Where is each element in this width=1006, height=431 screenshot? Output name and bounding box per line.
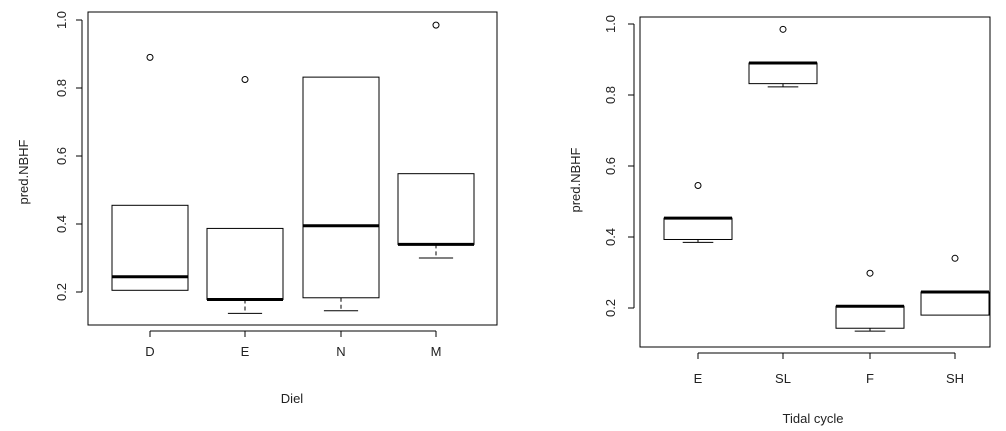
tidal-boxes <box>663 25 990 332</box>
diel-boxes <box>111 21 475 314</box>
diel-y-tick-label: 0.8 <box>54 79 69 97</box>
diel-box-m <box>397 21 475 259</box>
tidal-x-axis-title: Tidal cycle <box>783 411 844 426</box>
diel-y-axis: 0.2 0.4 0.6 0.8 1.0 <box>54 11 83 301</box>
diel-box-d <box>111 53 189 291</box>
diel-outlier-point <box>146 53 154 61</box>
tidal-y-axis-title: pred.NBHF <box>568 147 583 212</box>
tidal-y-axis: 0.2 0.4 0.6 0.8 1.0 <box>603 15 635 317</box>
diel-outlier-point <box>432 21 440 29</box>
tidal-y-tick-label: 0.4 <box>603 228 618 246</box>
diel-y-tick-label: 1.0 <box>54 11 69 29</box>
tidal-x-axis: E SL F SH <box>694 352 964 386</box>
diel-x-tick-label: N <box>336 344 345 359</box>
tidal-y-tick-label: 1.0 <box>603 15 618 33</box>
diel-x-tick-label: E <box>241 344 250 359</box>
tidal-y-tick-label: 0.6 <box>603 157 618 175</box>
tidal-y-tick-label: 0.8 <box>603 86 618 104</box>
diel-y-tick-label: 0.2 <box>54 283 69 301</box>
tidal-cycle-boxplot: 0.2 0.4 0.6 0.8 1.0 E SL F SH Tidal cycle pred.… <box>568 15 991 426</box>
diel-y-tick-label: 0.6 <box>54 147 69 165</box>
tidal-outlier-point <box>951 254 959 262</box>
tidal-box-f <box>835 269 905 332</box>
tidal-box-sl <box>748 25 818 88</box>
diel-outlier-point <box>241 76 249 83</box>
tidal-plot-frame <box>639 16 991 348</box>
diel-box-body <box>111 204 189 291</box>
tidal-box-e <box>663 182 733 243</box>
diel-box-n <box>302 76 380 312</box>
tidal-box-sh <box>920 254 990 316</box>
diel-x-axis-title: Diel <box>281 391 304 406</box>
tidal-x-tick-label: SH <box>946 371 964 386</box>
diel-y-tick-label: 0.4 <box>54 215 69 233</box>
diel-plot-frame <box>87 11 498 326</box>
tidal-outlier-point <box>866 269 874 277</box>
diel-x-tick-label: M <box>431 344 442 359</box>
tidal-outlier-point <box>779 25 787 33</box>
diel-box-e <box>206 76 284 314</box>
tidal-x-tick-label: F <box>866 371 874 386</box>
tidal-x-tick-label: E <box>694 371 703 386</box>
tidal-outlier-point <box>694 182 702 190</box>
diel-x-tick-label: D <box>145 344 154 359</box>
diel-y-axis-title: pred.NBHF <box>16 139 31 204</box>
tidal-y-tick-label: 0.2 <box>603 299 618 317</box>
diel-boxplot: 0.2 0.4 0.6 0.8 1.0 D E N M Diel pred.NBHF <box>16 11 498 406</box>
tidal-x-tick-label: SL <box>775 371 791 386</box>
